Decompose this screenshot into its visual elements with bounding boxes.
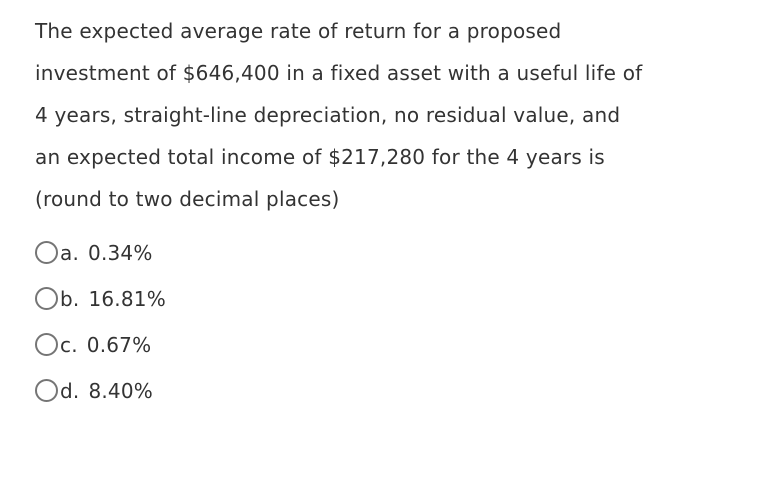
option-letter-b: b.	[60, 287, 80, 311]
question-page: The expected average rate of return for …	[35, 10, 770, 414]
options-list: a. 0.34% b. 16.81% c. 0.67% d. 8.40%	[35, 230, 770, 414]
option-value-a: 0.34%	[88, 241, 153, 265]
option-row-b[interactable]: b. 16.81%	[35, 276, 770, 322]
radio-button-c[interactable]	[35, 332, 58, 356]
question-line-3: 4 years, straight-line depreciation, no …	[35, 103, 621, 127]
option-value-d: 8.40%	[88, 379, 153, 403]
option-value-c: 0.67%	[86, 333, 152, 357]
radio-button-b[interactable]	[35, 286, 58, 310]
option-letter-c: c.	[60, 333, 78, 357]
question-line-5: (round to two decimal places)	[35, 187, 340, 211]
question-text: The expected average rate of return for …	[35, 10, 770, 220]
radio-button-a[interactable]	[35, 240, 58, 264]
option-row-a[interactable]: a. 0.34%	[35, 230, 770, 276]
option-row-d[interactable]: d. 8.40%	[35, 368, 770, 414]
question-line-1: The expected average rate of return for …	[35, 19, 562, 43]
radio-button-d[interactable]	[35, 378, 58, 402]
question-line-2: investment of $646,400 in a fixed asset …	[35, 61, 643, 85]
option-row-c[interactable]: c. 0.67%	[35, 322, 770, 368]
question-line-4: an expected total income of $217,280 for…	[35, 145, 605, 169]
option-letter-a: a.	[60, 241, 80, 265]
option-letter-d: d.	[60, 379, 80, 403]
option-value-b: 16.81%	[88, 287, 166, 311]
